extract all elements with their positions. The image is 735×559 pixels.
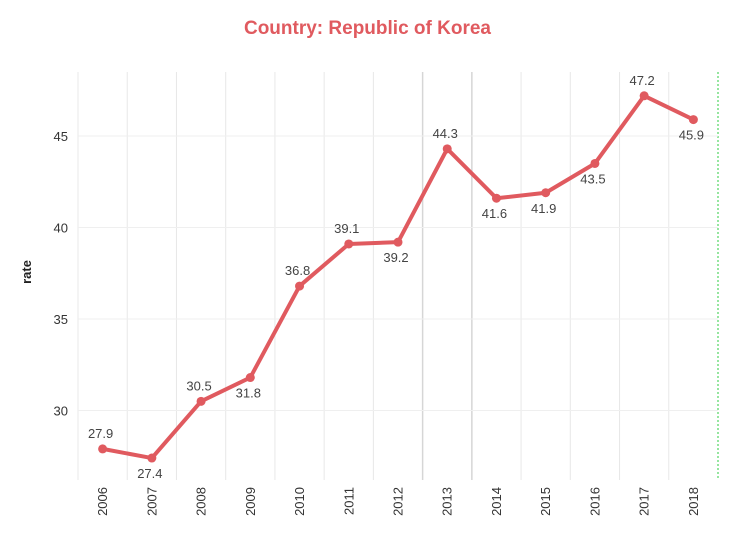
x-tick-label: 2007 [144, 487, 159, 516]
data-point [245, 373, 255, 383]
data-point [98, 444, 108, 454]
grid-lines [77, 72, 719, 480]
data-label: 39.1 [334, 221, 359, 236]
x-tick-label: 2009 [243, 487, 258, 516]
y-tick-label: 35 [54, 312, 68, 327]
x-tick-label: 2013 [440, 487, 455, 516]
x-tick-label: 2017 [637, 487, 652, 516]
data-label: 27.9 [88, 426, 113, 441]
data-point [688, 115, 698, 125]
data-point [639, 91, 649, 101]
data-label: 43.5 [580, 171, 605, 186]
data-label: 27.4 [137, 466, 162, 481]
data-point [147, 453, 157, 463]
data-label: 36.8 [285, 263, 310, 278]
x-tick-label: 2011 [341, 487, 356, 515]
series-rate [98, 91, 698, 463]
data-point [393, 237, 403, 247]
data-point [590, 158, 600, 168]
x-tick-label: 2008 [194, 487, 209, 516]
data-point [196, 396, 206, 406]
data-label: 41.6 [482, 206, 507, 221]
y-tick-label: 45 [54, 129, 68, 144]
data-label: 39.2 [383, 250, 408, 265]
data-label: 31.8 [236, 386, 261, 401]
x-tick-label: 2010 [292, 487, 307, 516]
data-labels: 27.9 27.4 30.5 31.8 36.8 39.1 39.2 44.3 41.6 41.9… [88, 73, 704, 481]
data-label: 47.2 [629, 73, 654, 88]
data-point [344, 239, 354, 249]
data-label: 30.5 [186, 378, 211, 393]
x-tick-label: 2012 [391, 487, 406, 516]
chart-title: Country: Republic of Korea [243, 18, 491, 39]
x-tick-label: 2016 [587, 487, 602, 516]
series-line [100, 93, 696, 461]
x-tick-label: 2006 [95, 487, 110, 516]
x-tick-label: 2018 [686, 487, 701, 516]
y-tick-label: 30 [54, 403, 68, 418]
data-label: 41.9 [531, 201, 556, 216]
y-tick-label: 40 [54, 221, 68, 236]
x-tick-label: 2014 [489, 487, 504, 516]
data-label: 45.9 [679, 128, 704, 143]
x-axis-ticks: 2006 2007 2008 2009 2010 2011 2012 2013 2014 2015… [95, 487, 701, 516]
data-point [295, 281, 305, 291]
data-label: 44.3 [433, 126, 458, 141]
x-tick-label: 2015 [538, 487, 553, 516]
data-point [541, 188, 551, 198]
data-point [442, 144, 452, 154]
y-axis-label: rate [19, 260, 34, 284]
y-axis-ticks: 30 35 40 45 [54, 129, 68, 418]
data-point [491, 193, 501, 203]
